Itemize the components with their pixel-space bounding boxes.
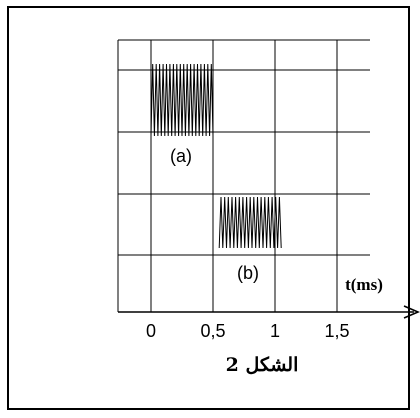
tick-label-0: 0	[146, 321, 156, 341]
axis-label: t(ms)	[345, 275, 383, 294]
signal-label-a: (a)	[170, 146, 192, 166]
signal-b-waveform	[218, 196, 282, 249]
tick-label-1: 1	[270, 321, 280, 341]
tick-label-0-5: 0,5	[200, 321, 225, 341]
signal-a-waveform	[150, 63, 214, 137]
tick-label-1-5: 1,5	[324, 321, 349, 341]
signals	[150, 63, 282, 249]
time-axis-arrow-icon	[403, 305, 420, 319]
signal-label-b: (b)	[237, 263, 259, 283]
figure-caption: الشكل 2	[226, 354, 299, 376]
